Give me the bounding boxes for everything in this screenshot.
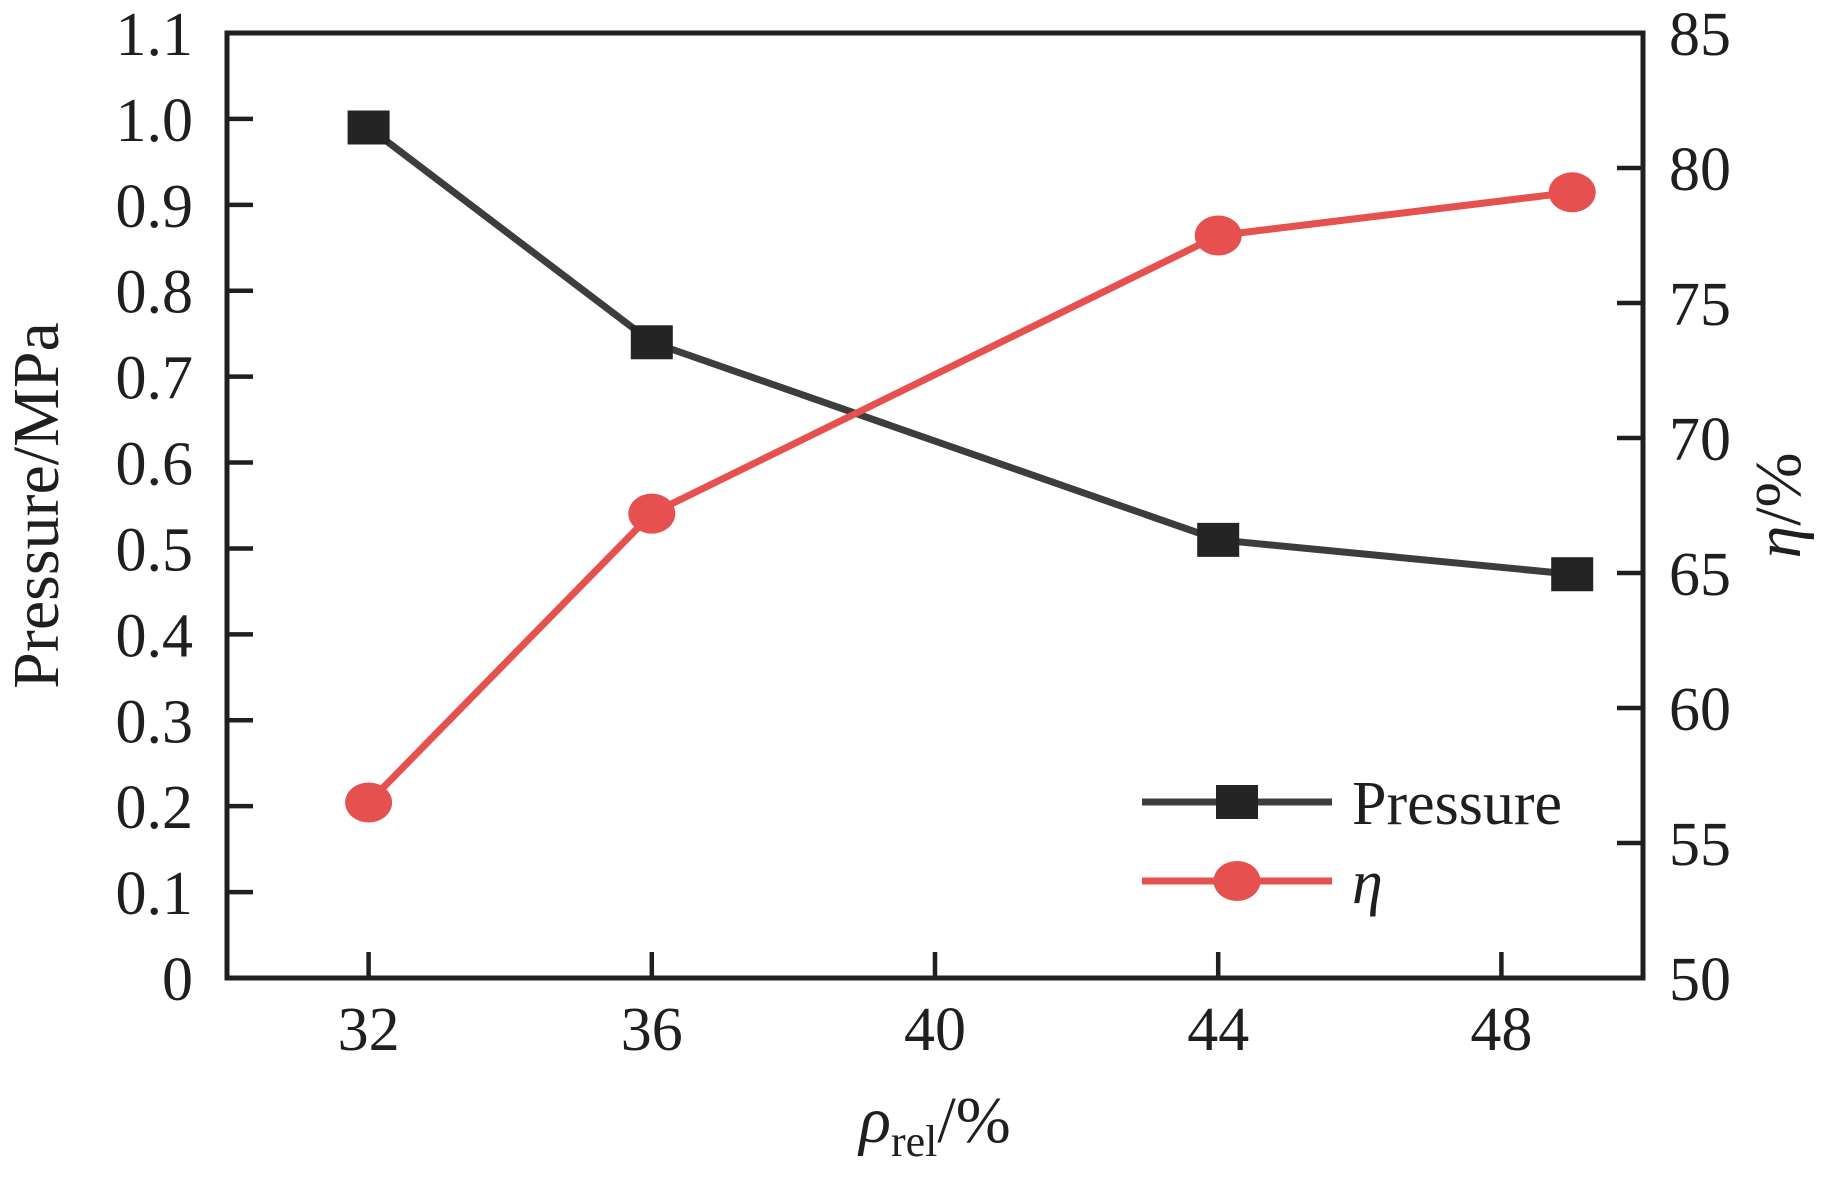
right-tick-label: 75 [1669, 271, 1731, 339]
data-point-eta [1548, 172, 1596, 213]
right-tick-label: 65 [1669, 541, 1731, 609]
left-tick-label: 0.2 [116, 774, 194, 842]
legend-marker-pressure [1216, 785, 1258, 819]
data-point-pressure [1551, 557, 1594, 592]
left-tick-label: 0.1 [116, 860, 194, 928]
left-tick-label: 0.5 [116, 516, 194, 584]
x-tick-label: 48 [1470, 996, 1532, 1064]
left-tick-label: 0.8 [116, 259, 194, 327]
right-tick-label: 50 [1669, 946, 1731, 1014]
left-axis-ticks: 0 0.1 0.2 0.3 0.4 0.5 0.6 0.7 0.8 0.9 1.0 1.1 [116, 1, 253, 1014]
x-tick-label: 44 [1187, 996, 1249, 1064]
plot-frame [224, 30, 1646, 981]
right-tick-label: 55 [1669, 811, 1731, 879]
left-tick-label: 0 [162, 946, 193, 1014]
x-tick-label: 36 [621, 996, 683, 1064]
left-tick-label: 1.0 [116, 87, 194, 155]
data-point-pressure [630, 325, 673, 360]
left-tick-label: 0.7 [116, 345, 194, 413]
x-tick-label: 40 [904, 996, 966, 1064]
right-axis-ticks: 50 55 60 65 70 75 80 85 [1617, 1, 1731, 1014]
left-tick-label: 0.4 [116, 602, 194, 670]
right-axis-title: η/% [1742, 452, 1815, 558]
left-axis-title: Pressure/MPa [0, 322, 73, 689]
right-tick-label: 85 [1669, 1, 1731, 69]
left-tick-label: 0.9 [116, 173, 194, 241]
right-tick-label: 70 [1669, 406, 1731, 474]
x-axis-title: ρrel/% [857, 1084, 1010, 1166]
right-tick-label: 60 [1669, 676, 1731, 744]
series-line-pressure [366, 124, 1573, 578]
data-point-pressure [1197, 522, 1240, 557]
legend-label-pressure: Pressure [1352, 770, 1562, 838]
left-tick-label: 1.1 [116, 1, 194, 69]
legend: Pressure η [1142, 770, 1562, 917]
right-tick-label: 80 [1669, 136, 1731, 204]
left-tick-label: 0.3 [116, 688, 194, 756]
x-axis-ticks: 32 36 40 44 48 [338, 952, 1532, 1064]
data-point-eta [1194, 215, 1242, 256]
data-point-eta [345, 782, 393, 823]
data-point-eta [628, 493, 676, 534]
series-line-eta [366, 188, 1573, 805]
legend-label-eta: η [1352, 849, 1383, 917]
x-tick-label: 32 [338, 996, 400, 1064]
data-point-pressure [347, 110, 390, 145]
legend-marker-eta [1213, 861, 1261, 901]
left-tick-label: 0.6 [116, 431, 194, 499]
